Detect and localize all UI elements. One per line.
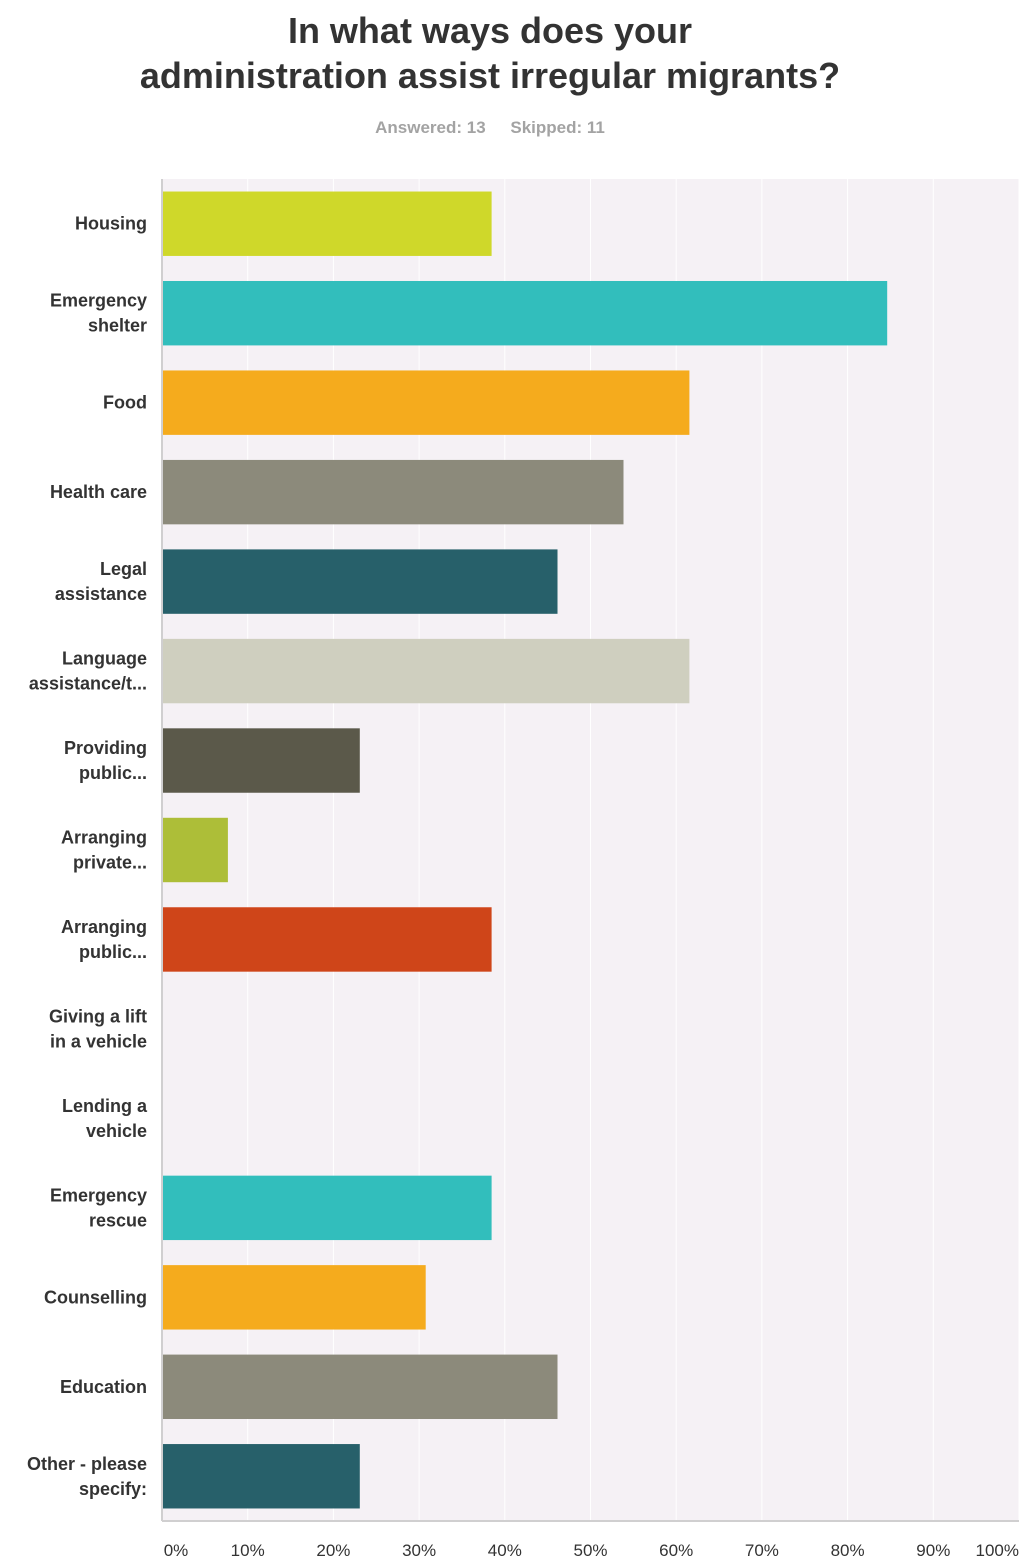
category-label: Giving a lift bbox=[49, 1006, 147, 1026]
x-tick-label: 50% bbox=[573, 1541, 607, 1560]
bar bbox=[163, 1354, 558, 1420]
bar bbox=[163, 1265, 426, 1330]
category-label: Arranging bbox=[61, 917, 147, 937]
title-line-1: In what ways does your bbox=[287, 10, 693, 51]
bar bbox=[163, 280, 888, 346]
category-label: Counselling bbox=[44, 1287, 147, 1307]
category-label: vehicle bbox=[86, 1121, 147, 1141]
category-label: Language bbox=[62, 649, 147, 669]
category-label: Providing bbox=[64, 738, 147, 758]
x-tick-label: 40% bbox=[488, 1541, 522, 1560]
category-label: shelter bbox=[88, 316, 147, 336]
category-label: Food bbox=[103, 393, 147, 413]
category-label: assistance/t... bbox=[29, 674, 147, 694]
answered-count: Answered: 13 bbox=[375, 118, 486, 137]
category-label: Health care bbox=[50, 482, 147, 502]
category-label: Emergency bbox=[50, 1185, 147, 1205]
category-label: Arranging bbox=[61, 828, 147, 848]
x-tick-label: 20% bbox=[316, 1541, 350, 1560]
category-label: rescue bbox=[89, 1210, 147, 1230]
category-label: assistance bbox=[55, 584, 147, 604]
category-label: Legal bbox=[100, 559, 147, 579]
bar bbox=[163, 817, 228, 883]
category-label: Education bbox=[60, 1377, 147, 1397]
category-label: public... bbox=[79, 942, 147, 962]
bar bbox=[163, 191, 492, 256]
category-label: private... bbox=[73, 853, 147, 873]
bar bbox=[163, 370, 690, 435]
bar bbox=[163, 459, 624, 525]
category-label: in a vehicle bbox=[50, 1031, 147, 1051]
bar bbox=[163, 638, 690, 704]
x-tick-label: 60% bbox=[659, 1541, 693, 1560]
category-label: Other - please bbox=[27, 1454, 147, 1474]
x-tick-label: 100% bbox=[976, 1541, 1019, 1560]
bar bbox=[163, 1444, 360, 1509]
bar bbox=[163, 549, 558, 614]
x-tick-label: 0% bbox=[164, 1541, 189, 1560]
category-label: Lending a bbox=[62, 1096, 148, 1116]
x-tick-label: 80% bbox=[831, 1541, 865, 1560]
category-label: Emergency bbox=[50, 291, 147, 311]
category-label: public... bbox=[79, 763, 147, 783]
category-label: Housing bbox=[75, 214, 147, 234]
title-line-2: administration assist irregular migrants… bbox=[139, 55, 841, 96]
x-tick-label: 70% bbox=[745, 1541, 779, 1560]
x-tick-label: 10% bbox=[231, 1541, 265, 1560]
bar bbox=[163, 1175, 492, 1241]
skipped-count: Skipped: 11 bbox=[510, 118, 605, 137]
x-tick-label: 30% bbox=[402, 1541, 436, 1560]
bar bbox=[163, 728, 360, 793]
response-stats: Answered: 13 Skipped: 11 bbox=[0, 118, 980, 138]
chart-title: In what ways does your administration as… bbox=[0, 8, 980, 98]
x-tick-label: 90% bbox=[916, 1541, 950, 1560]
category-label: specify: bbox=[79, 1479, 147, 1499]
bar bbox=[163, 907, 492, 972]
